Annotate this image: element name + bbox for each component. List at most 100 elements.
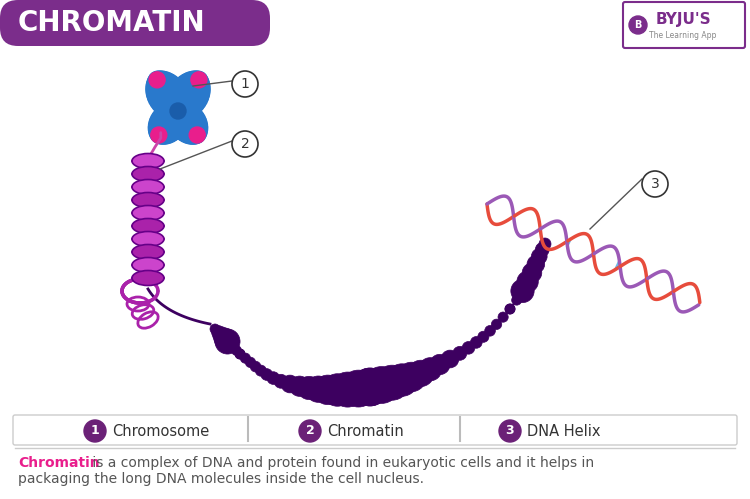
Circle shape	[147, 74, 186, 113]
Circle shape	[170, 103, 186, 119]
Text: packaging the long DNA molecules inside the cell nucleus.: packaging the long DNA molecules inside …	[18, 472, 424, 486]
Circle shape	[281, 375, 298, 393]
Circle shape	[505, 304, 515, 314]
Circle shape	[149, 72, 165, 88]
Text: DNA Helix: DNA Helix	[527, 424, 601, 439]
Circle shape	[462, 341, 475, 354]
Ellipse shape	[132, 257, 164, 272]
Circle shape	[176, 71, 210, 105]
Circle shape	[170, 103, 186, 119]
Circle shape	[176, 113, 208, 144]
FancyBboxPatch shape	[0, 0, 270, 46]
Circle shape	[157, 102, 188, 133]
Circle shape	[190, 127, 205, 143]
FancyBboxPatch shape	[13, 415, 737, 445]
Circle shape	[149, 77, 188, 116]
Ellipse shape	[132, 222, 164, 230]
Circle shape	[146, 72, 183, 110]
Circle shape	[170, 74, 209, 113]
Text: 2: 2	[241, 137, 249, 151]
Circle shape	[470, 336, 482, 348]
Circle shape	[167, 81, 204, 118]
Circle shape	[84, 420, 106, 442]
Circle shape	[152, 81, 189, 118]
Ellipse shape	[132, 248, 164, 256]
Circle shape	[170, 103, 187, 119]
Circle shape	[167, 91, 196, 120]
FancyBboxPatch shape	[623, 2, 745, 48]
Circle shape	[168, 97, 191, 120]
Ellipse shape	[132, 245, 164, 259]
Ellipse shape	[132, 180, 164, 195]
Circle shape	[169, 104, 205, 140]
Ellipse shape	[132, 274, 164, 282]
Circle shape	[453, 346, 466, 360]
Circle shape	[148, 109, 183, 144]
Text: 3: 3	[650, 177, 659, 191]
Circle shape	[282, 376, 298, 392]
Circle shape	[374, 365, 410, 400]
Circle shape	[240, 353, 250, 363]
Text: CHROMATIN: CHROMATIN	[18, 9, 206, 37]
Ellipse shape	[132, 270, 164, 285]
Circle shape	[225, 339, 236, 349]
Circle shape	[340, 370, 377, 407]
Ellipse shape	[132, 209, 164, 217]
Text: 1: 1	[91, 425, 99, 438]
Circle shape	[290, 376, 310, 396]
Ellipse shape	[132, 219, 164, 234]
Circle shape	[170, 103, 186, 119]
Circle shape	[168, 102, 202, 137]
Circle shape	[255, 365, 266, 376]
Ellipse shape	[132, 183, 164, 191]
Circle shape	[363, 367, 400, 404]
Text: Chromosome: Chromosome	[112, 424, 209, 439]
Circle shape	[152, 104, 188, 140]
Circle shape	[235, 349, 245, 359]
Ellipse shape	[132, 196, 164, 204]
Circle shape	[441, 350, 459, 368]
Circle shape	[168, 77, 207, 116]
Circle shape	[173, 109, 208, 144]
Circle shape	[167, 102, 199, 133]
Text: BYJU'S: BYJU'S	[656, 11, 711, 26]
Circle shape	[430, 354, 450, 375]
Circle shape	[155, 86, 189, 119]
Text: 2: 2	[306, 425, 314, 438]
Text: The Learning App: The Learning App	[650, 30, 717, 39]
Circle shape	[305, 376, 332, 402]
Circle shape	[146, 71, 180, 105]
Circle shape	[166, 86, 200, 119]
Circle shape	[228, 342, 238, 352]
Circle shape	[164, 97, 188, 120]
Circle shape	[419, 358, 442, 381]
Circle shape	[299, 420, 321, 442]
Text: is a complex of DNA and protein found in eukaryotic cells and it helps in: is a complex of DNA and protein found in…	[88, 456, 594, 470]
Ellipse shape	[132, 170, 164, 178]
Ellipse shape	[132, 154, 164, 169]
Circle shape	[184, 122, 206, 144]
Circle shape	[213, 327, 230, 344]
Circle shape	[491, 319, 502, 329]
Circle shape	[232, 131, 258, 157]
Circle shape	[161, 102, 188, 129]
Circle shape	[151, 127, 166, 143]
Ellipse shape	[132, 157, 164, 165]
Circle shape	[172, 72, 210, 110]
Circle shape	[397, 362, 426, 392]
Text: Chromatin: Chromatin	[327, 424, 404, 439]
Circle shape	[313, 375, 343, 405]
Circle shape	[232, 345, 242, 355]
Circle shape	[511, 279, 534, 302]
Ellipse shape	[132, 206, 164, 221]
Circle shape	[499, 420, 521, 442]
Circle shape	[321, 374, 354, 406]
Circle shape	[522, 263, 542, 282]
Circle shape	[148, 117, 176, 144]
Circle shape	[190, 71, 207, 88]
Circle shape	[235, 349, 245, 359]
Circle shape	[527, 255, 544, 273]
Circle shape	[148, 71, 170, 94]
Circle shape	[442, 351, 458, 367]
Circle shape	[154, 102, 188, 137]
